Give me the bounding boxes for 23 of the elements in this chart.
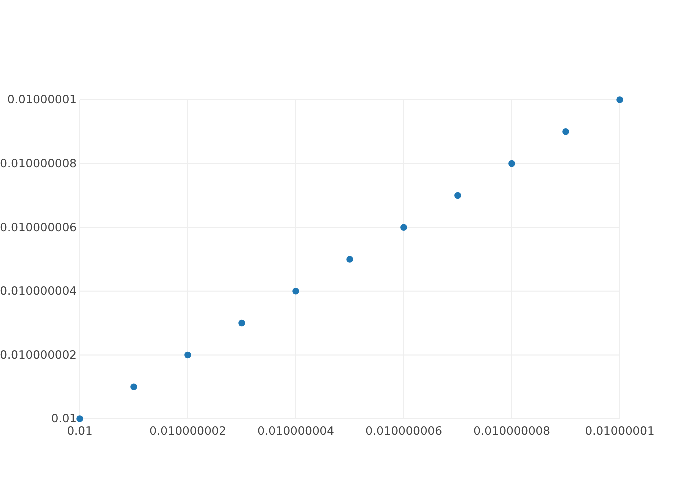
x-tick-label: 0.01 <box>67 424 93 438</box>
x-tick-label: 0.01000001 <box>585 424 655 438</box>
y-tick-label: 0.01 <box>51 412 77 426</box>
point <box>292 288 300 295</box>
x-tick-label: 0.010000004 <box>258 424 334 438</box>
x-tick-label: 0.010000002 <box>150 424 226 438</box>
point <box>184 352 192 359</box>
point <box>238 320 246 327</box>
point <box>616 96 624 104</box>
y-tick-label: 0.010000002 <box>0 348 77 362</box>
point <box>562 128 570 136</box>
point <box>76 416 84 422</box>
point <box>346 256 354 263</box>
x-tick-label: 0.010000006 <box>366 424 442 438</box>
y-tick-label: 0.010000004 <box>0 284 77 298</box>
point <box>454 192 462 200</box>
x-tick-label: 0.010000008 <box>474 424 550 438</box>
y-tick-label: 0.01000001 <box>7 92 77 107</box>
y-tick-label: 0.010000008 <box>0 156 77 170</box>
point <box>400 224 408 231</box>
y-tick-label: 0.010000006 <box>0 220 77 234</box>
point <box>130 384 138 390</box>
point <box>508 160 516 168</box>
